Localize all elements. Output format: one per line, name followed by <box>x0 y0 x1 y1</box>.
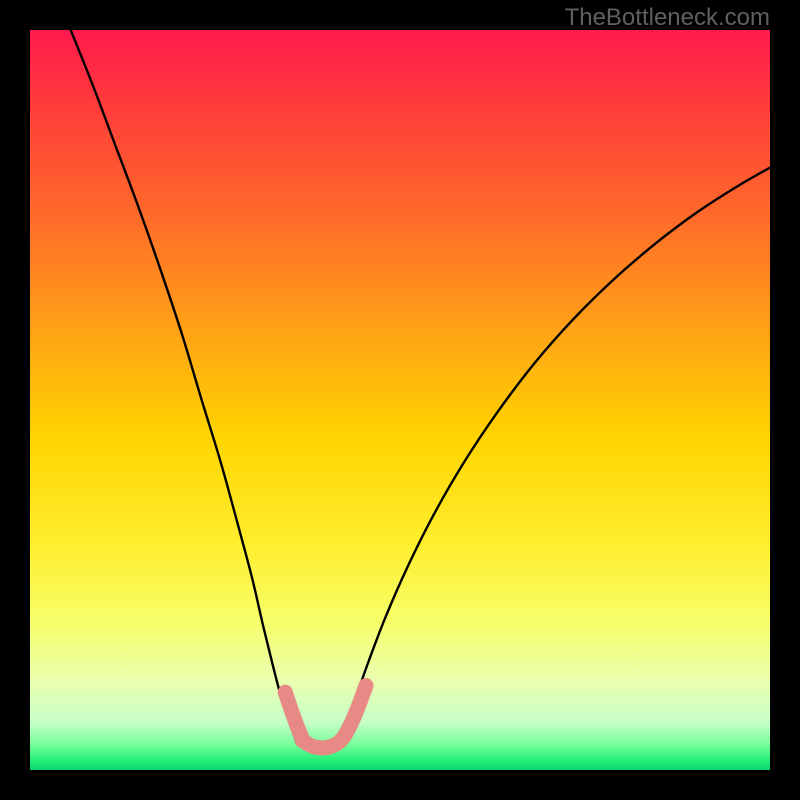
highlight-cap-1 <box>295 733 310 748</box>
highlight-cap-0 <box>278 685 293 700</box>
chart-svg <box>30 30 770 770</box>
gradient-background <box>30 30 770 770</box>
chart-frame: TheBottleneck.com <box>0 0 800 800</box>
plot-area <box>30 30 770 770</box>
highlight-cap-2 <box>358 678 373 693</box>
watermark-text: TheBottleneck.com <box>565 4 770 32</box>
